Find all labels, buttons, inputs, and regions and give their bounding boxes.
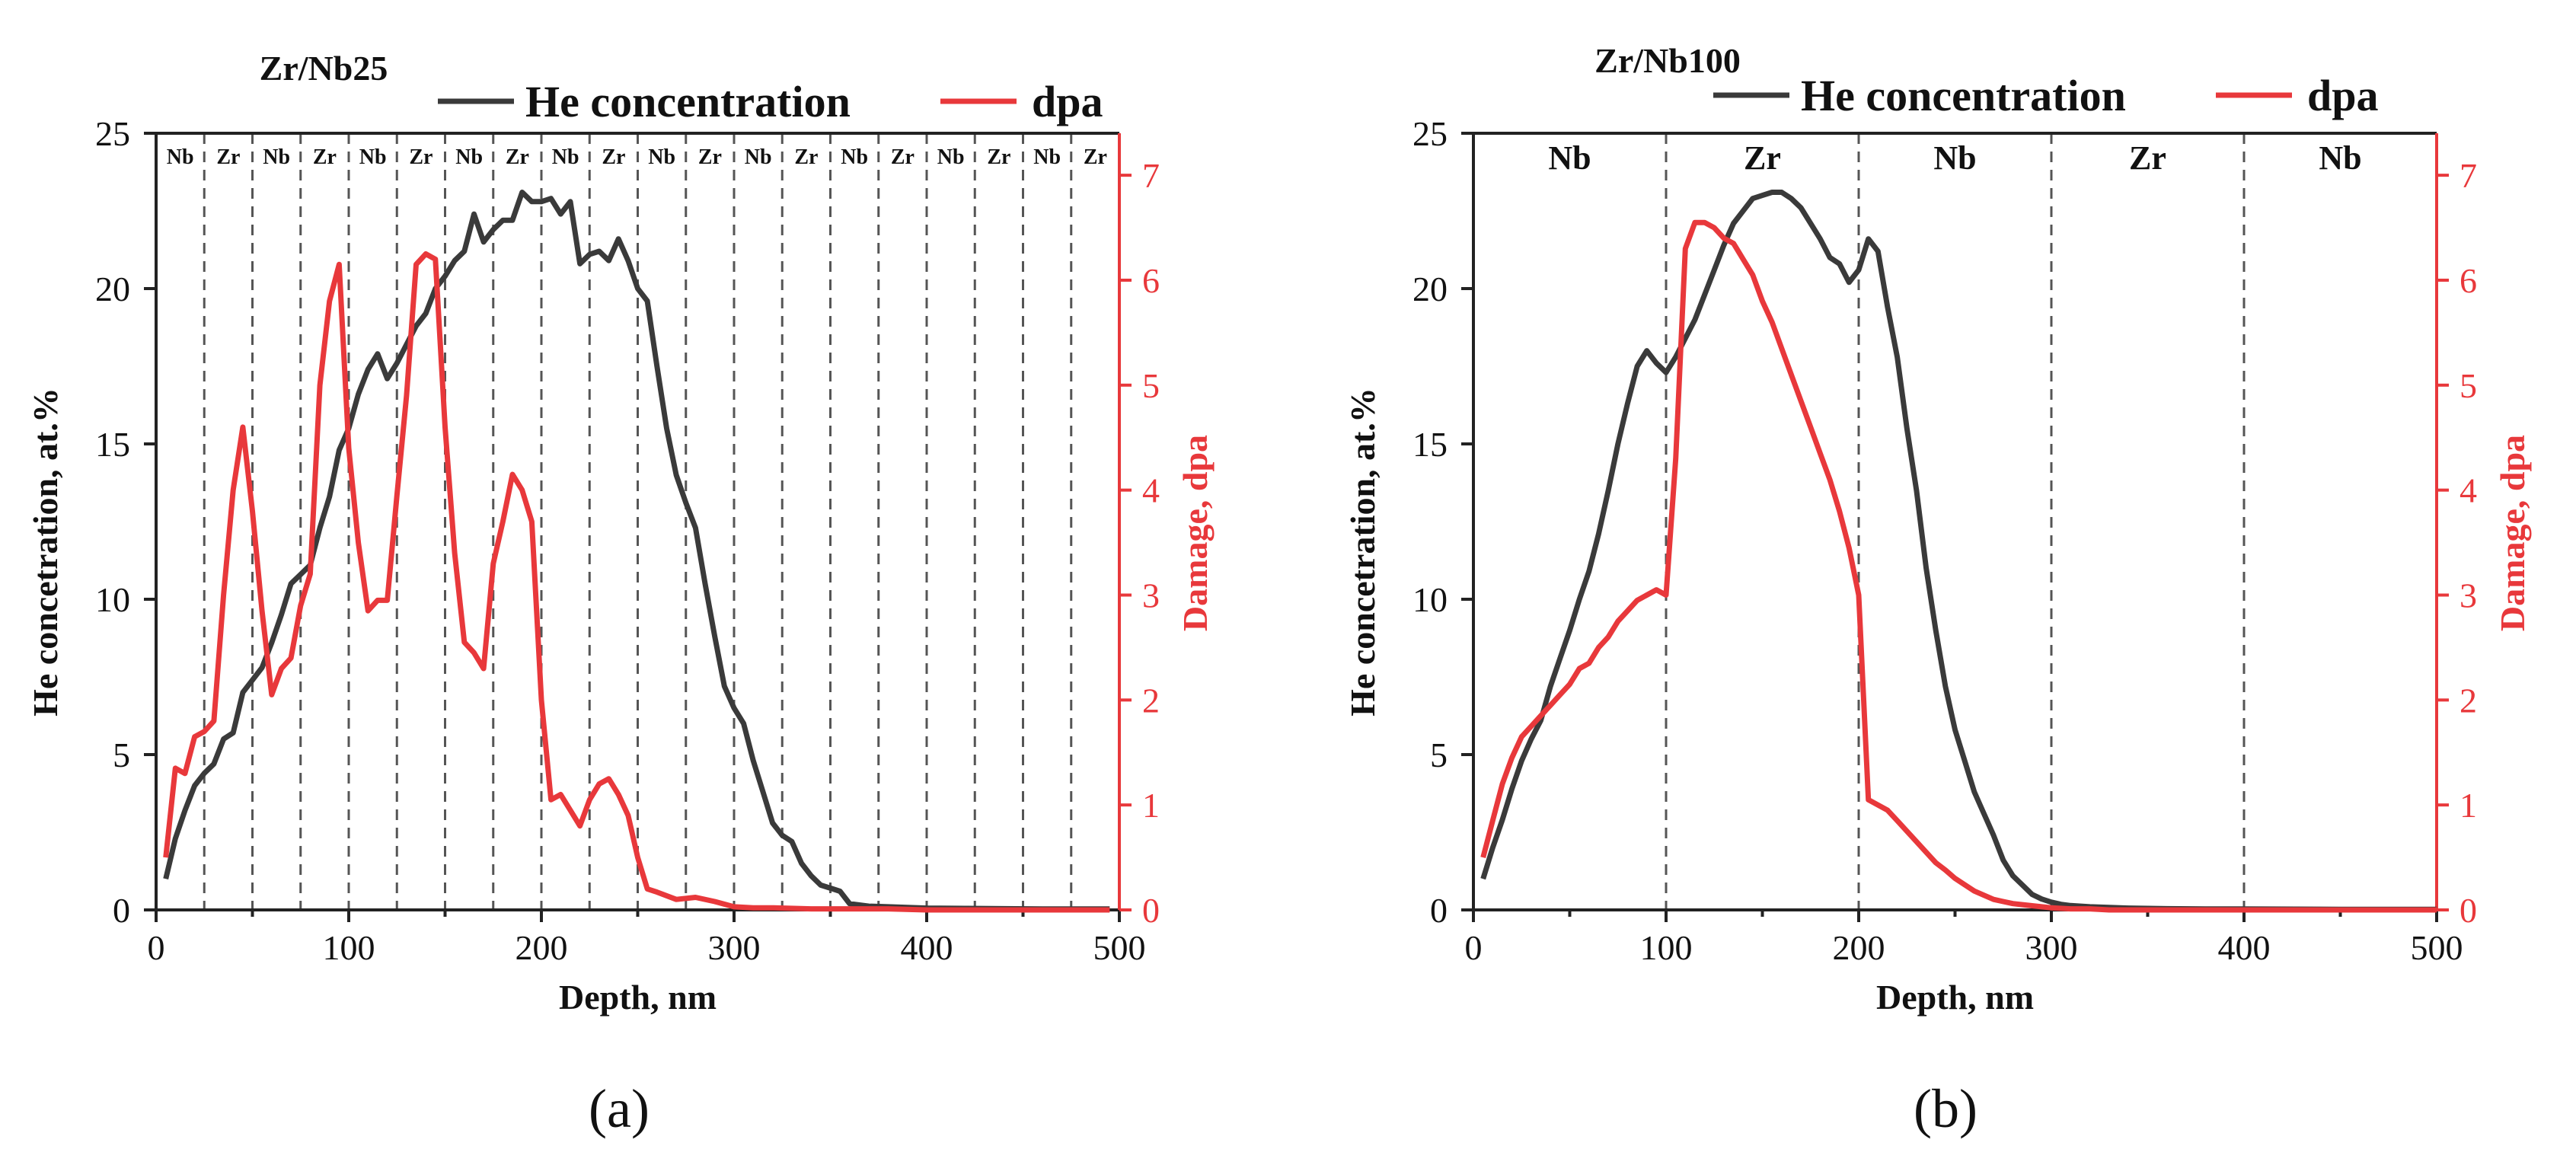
x-tick-label: 100 xyxy=(323,928,375,967)
y-tick-label: 10 xyxy=(1412,580,1448,619)
y2-tick-label: 2 xyxy=(2459,681,2477,720)
layer-label: Nb xyxy=(1933,139,1976,177)
y2-tick-label: 4 xyxy=(1142,471,1160,510)
legend-dpa-label: dpa xyxy=(1032,77,1103,126)
y2-tick-label: 0 xyxy=(1142,891,1160,930)
x-axis-label: Depth, nm xyxy=(1876,978,2034,1017)
y-tick-label: 15 xyxy=(1412,425,1448,464)
y2-tick-label: 5 xyxy=(1142,366,1160,405)
layer-label: Zr xyxy=(2129,139,2166,177)
layer-label: Nb xyxy=(1548,139,1591,177)
layer-label: Nb xyxy=(1033,145,1061,169)
x-tick-label: 400 xyxy=(2218,928,2271,967)
y-tick-label: 20 xyxy=(95,270,130,308)
he-series-line xyxy=(1480,190,2437,912)
layer-label: Zr xyxy=(698,145,722,169)
layer-label: Zr xyxy=(602,145,625,169)
y-tick-label: 25 xyxy=(95,114,130,153)
x-tick-label: 300 xyxy=(708,928,761,967)
x-tick-label: 0 xyxy=(1465,928,1483,967)
layer-label: Nb xyxy=(648,145,675,169)
dpa-series-line xyxy=(163,251,1110,913)
y-tick-label: 20 xyxy=(1412,270,1448,308)
y2-tick-label: 7 xyxy=(1142,156,1160,195)
x-tick-label: 300 xyxy=(2025,928,2078,967)
y-tick-label: 0 xyxy=(113,891,130,930)
layer-label: Zr xyxy=(313,145,337,169)
layer-label: Zr xyxy=(987,145,1010,169)
x-tick-label: 0 xyxy=(148,928,165,967)
y-tick-label: 10 xyxy=(95,580,130,619)
y2-tick-label: 1 xyxy=(1142,786,1160,825)
layer-label: Nb xyxy=(167,145,194,169)
layer-label: Nb xyxy=(745,145,772,169)
y-tick-label: 15 xyxy=(95,425,130,464)
y-tick-label: 0 xyxy=(1430,891,1448,930)
legend-he-label: He concentration xyxy=(1801,71,2126,120)
layer-label: Zr xyxy=(891,145,915,169)
layer-label: Nb xyxy=(263,145,290,169)
y2-tick-label: 6 xyxy=(1142,261,1160,300)
x-tick-label: 200 xyxy=(1833,928,1885,967)
y2-tick-label: 4 xyxy=(2459,471,2477,510)
layer-label: Zr xyxy=(216,145,240,169)
x-tick-label: 400 xyxy=(901,928,953,967)
panel-label: (a) xyxy=(589,1078,650,1139)
layer-label: Zr xyxy=(506,145,529,169)
legend-dpa-label: dpa xyxy=(2307,71,2379,120)
legend-he-label: He concentration xyxy=(525,77,851,126)
y2-tick-label: 6 xyxy=(2459,261,2477,300)
dpa-series-line xyxy=(1480,219,2437,913)
chart-panel-b: Nb Zr Nb Zr Nb0 100 200 300 400 50005101520250123… xyxy=(1343,41,2532,1139)
y2-tick-label: 5 xyxy=(2459,366,2477,405)
layer-label: Nb xyxy=(552,145,579,169)
y2-tick-label: 7 xyxy=(2459,156,2477,195)
y2-tick-label: 3 xyxy=(2459,576,2477,614)
x-tick-label: 200 xyxy=(516,928,568,967)
layer-label: Zr xyxy=(1744,139,1781,177)
y2-axis-label: Damage, dpa xyxy=(1176,435,1215,631)
chart-title: Zr/Nb25 xyxy=(260,49,388,88)
he-series-line xyxy=(163,190,1110,912)
x-axis-label: Depth, nm xyxy=(559,978,717,1017)
chart-title: Zr/Nb100 xyxy=(1594,41,1741,80)
y2-axis-label: Damage, dpa xyxy=(2493,435,2532,631)
y2-tick-label: 3 xyxy=(1142,576,1160,614)
y2-tick-label: 2 xyxy=(1142,681,1160,720)
layer-label: Zr xyxy=(409,145,433,169)
y-tick-label: 5 xyxy=(113,736,130,774)
layer-label: Nb xyxy=(841,145,868,169)
y2-tick-label: 0 xyxy=(2459,891,2477,930)
x-tick-label: 100 xyxy=(1640,928,1693,967)
chart-panel-a: Nb Zr Nb Zr Nb Zr Nb Zr Nb Zr Nb Zr Nb Zr Nb Zr Nb Zr Nb Zr… xyxy=(26,49,1215,1139)
y-tick-label: 25 xyxy=(1412,114,1448,153)
layer-label: Nb xyxy=(455,145,483,169)
y2-tick-label: 1 xyxy=(2459,786,2477,825)
y-tick-label: 5 xyxy=(1430,736,1448,774)
layer-label: Zr xyxy=(794,145,818,169)
layer-label: Zr xyxy=(1084,145,1107,169)
x-tick-label: 500 xyxy=(1093,928,1146,967)
panel-label: (b) xyxy=(1914,1078,1977,1139)
y-axis-label: He concetration, at.% xyxy=(1343,388,1382,717)
x-tick-label: 500 xyxy=(2411,928,2463,967)
layer-label: Nb xyxy=(2319,139,2361,177)
layer-label: Nb xyxy=(359,145,387,169)
layer-label: Nb xyxy=(937,145,965,169)
y-axis-label: He concetration, at.% xyxy=(26,388,65,717)
